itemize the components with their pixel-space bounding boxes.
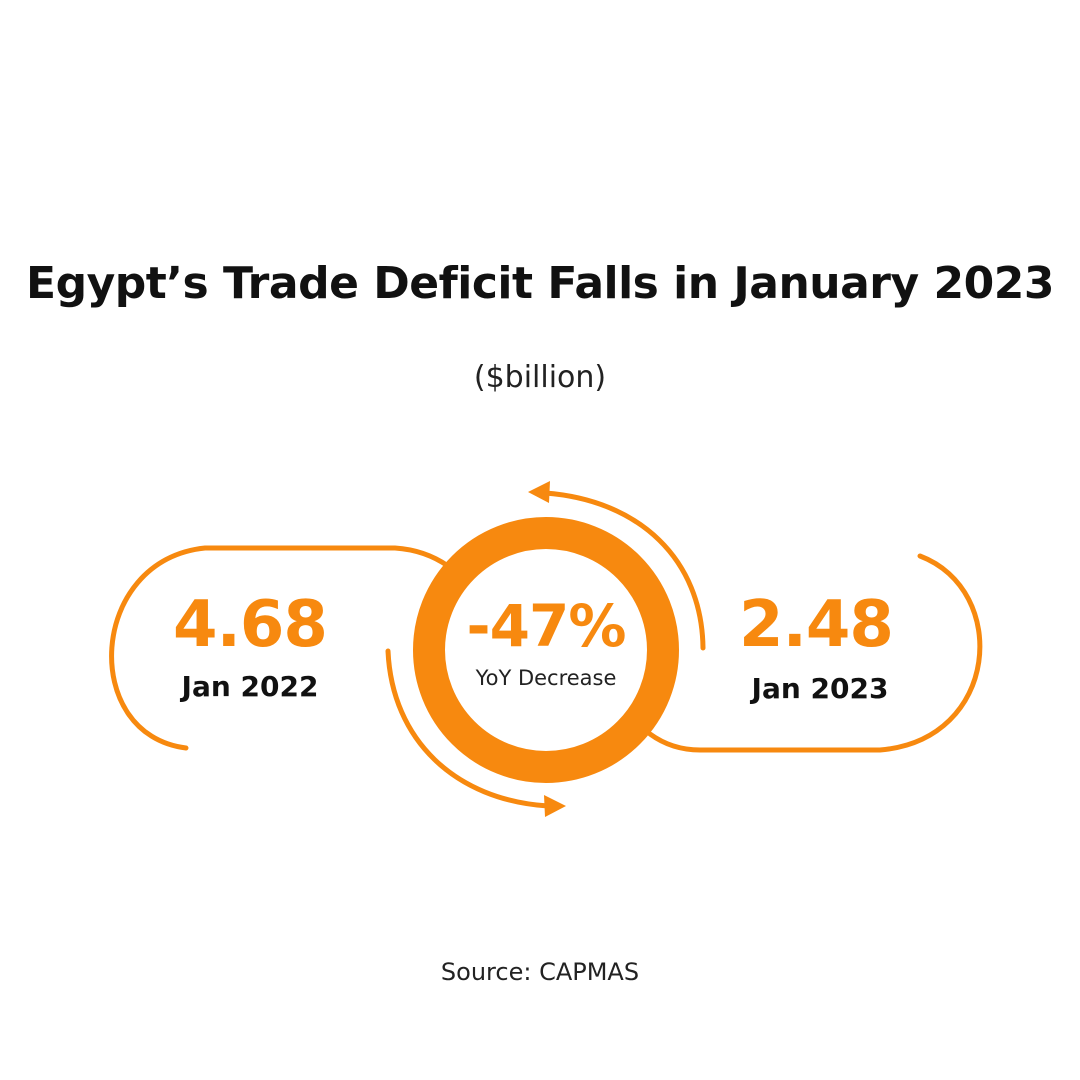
change-description: YoY Decrease xyxy=(475,666,617,690)
value-jan-2023: 2.48 xyxy=(739,588,894,662)
center-ring xyxy=(413,517,679,783)
lower-arrow-head-icon xyxy=(544,795,566,817)
change-percent: -47% xyxy=(466,592,627,660)
left-bracket-arc xyxy=(109,545,451,751)
page-title: Egypt’s Trade Deficit Falls in January 2… xyxy=(26,258,1054,309)
lower-arrow-arc xyxy=(385,648,551,809)
unit-subtitle: ($billion) xyxy=(473,360,607,395)
upper-arrow-head-icon xyxy=(528,481,550,503)
right-bracket-arc xyxy=(647,553,983,753)
label-jan-2022: Jan 2022 xyxy=(181,670,319,703)
label-jan-2023: Jan 2023 xyxy=(751,672,889,705)
upper-arrow-arc xyxy=(542,490,706,651)
value-jan-2022: 4.68 xyxy=(173,588,328,662)
source-note: Source: CAPMAS xyxy=(440,958,640,986)
